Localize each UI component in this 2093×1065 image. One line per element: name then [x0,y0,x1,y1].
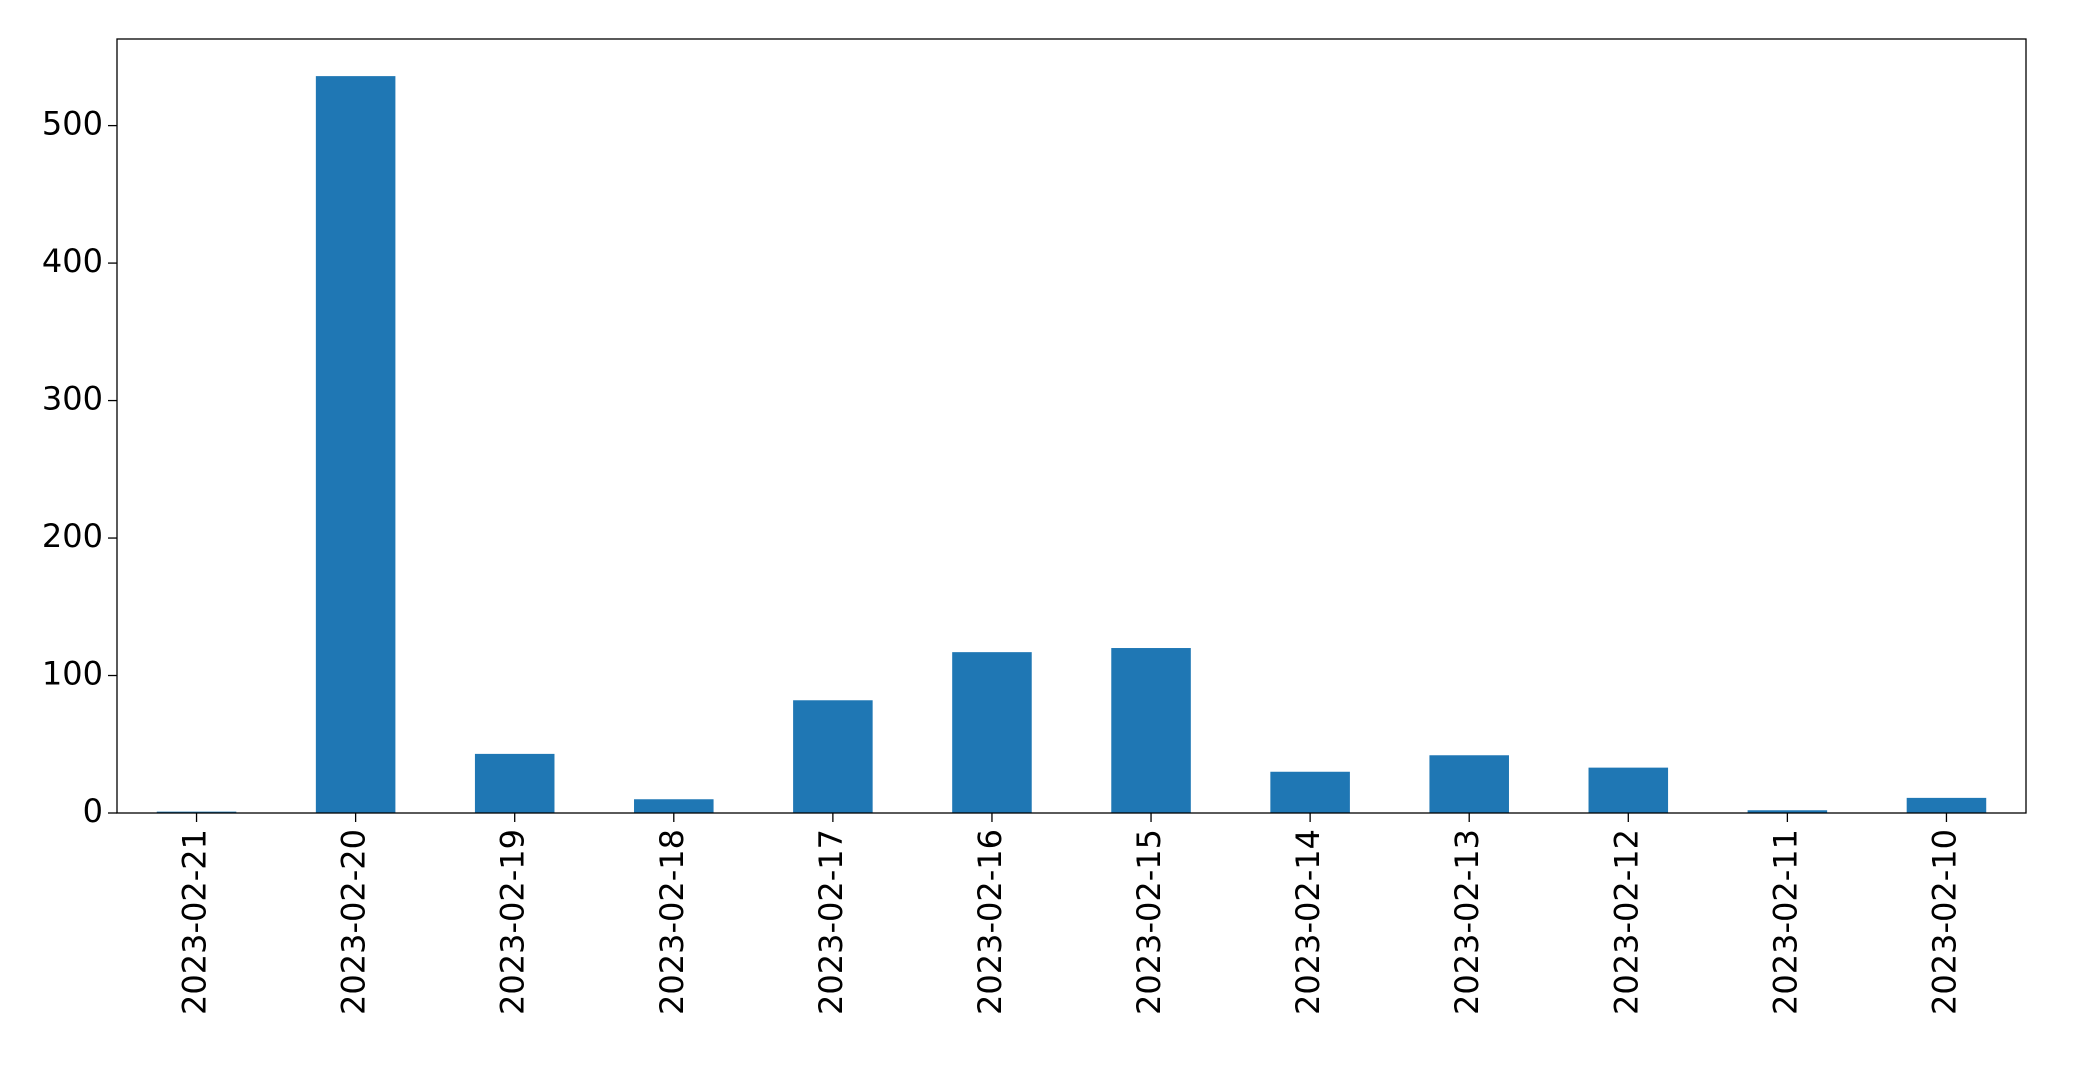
bar [156,811,237,813]
x-tick-label: 2023-02-10 [1925,829,1963,1015]
bar [634,799,714,813]
bar [474,753,555,813]
bar [1588,767,1669,813]
plot-frame [116,38,2027,814]
bar [1429,755,1509,813]
x-tick-label: 2023-02-18 [653,829,691,1015]
x-tick-label: 2023-02-17 [812,829,850,1015]
bar [1111,648,1191,813]
x-tick-label: 2023-02-16 [971,829,1009,1015]
x-tick-label: 2023-02-15 [1130,829,1168,1015]
x-tick-label: 2023-02-13 [1448,829,1486,1015]
x-tick-label: 2023-02-12 [1607,829,1645,1015]
y-tick-label: 0 [83,792,103,830]
x-tick-label: 2023-02-14 [1289,829,1327,1015]
bar [1747,810,1828,813]
bar [315,76,396,813]
y-tick-label: 100 [42,655,103,693]
y-tick-label: 300 [42,380,103,418]
y-tick-label: 400 [42,242,103,280]
bar [793,700,873,813]
y-tick-label: 500 [42,105,103,143]
y-tick-label: 200 [42,517,103,555]
bar [1906,797,1987,813]
bar [1270,771,1350,813]
x-tick-label: 2023-02-20 [335,829,373,1015]
bar [952,652,1032,813]
x-tick-label: 2023-02-11 [1766,829,1804,1015]
x-tick-label: 2023-02-19 [494,829,532,1015]
x-tick-label: 2023-02-21 [176,829,214,1015]
